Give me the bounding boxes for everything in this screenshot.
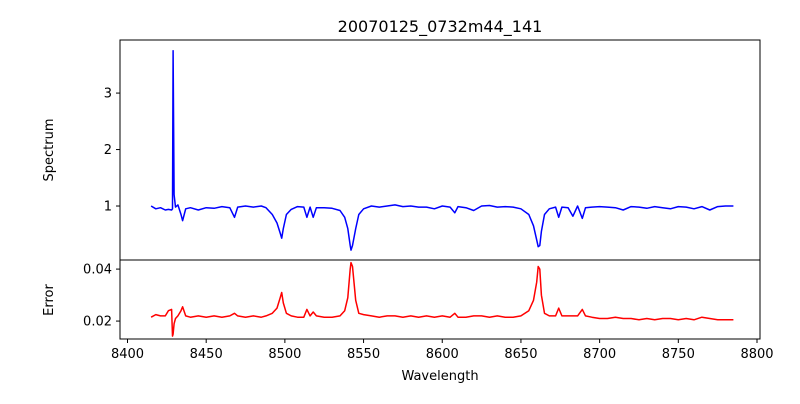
top-y-axis-label: Spectrum <box>42 119 57 182</box>
spectrum-axes-frame <box>119 39 761 261</box>
error-axes-frame <box>119 259 761 340</box>
y-tick-label: 0.02 <box>83 315 112 330</box>
y-tick-label: 1 <box>104 200 112 215</box>
x-tick-label: 8750 <box>662 347 695 362</box>
chart-title: 20070125_0732m44_141 <box>338 17 543 37</box>
y-tick-label: 2 <box>104 143 112 158</box>
x-tick-label: 8600 <box>426 347 459 362</box>
y-tick-label: 0.04 <box>83 263 112 278</box>
x-tick-label: 8500 <box>268 347 301 362</box>
x-tick-label: 8400 <box>111 347 144 362</box>
x-tick-label: 8800 <box>740 347 773 362</box>
x-tick-label: 8450 <box>190 347 223 362</box>
x-tick-label: 8550 <box>347 347 380 362</box>
spectrum-line <box>150 49 734 251</box>
x-tick-label: 8650 <box>504 347 537 362</box>
y-tick-label: 3 <box>104 87 112 102</box>
error-line <box>150 261 734 337</box>
x-axis-label: Wavelength <box>401 369 478 384</box>
bottom-y-axis-label: Error <box>42 284 57 316</box>
x-tick-label: 8700 <box>583 347 616 362</box>
